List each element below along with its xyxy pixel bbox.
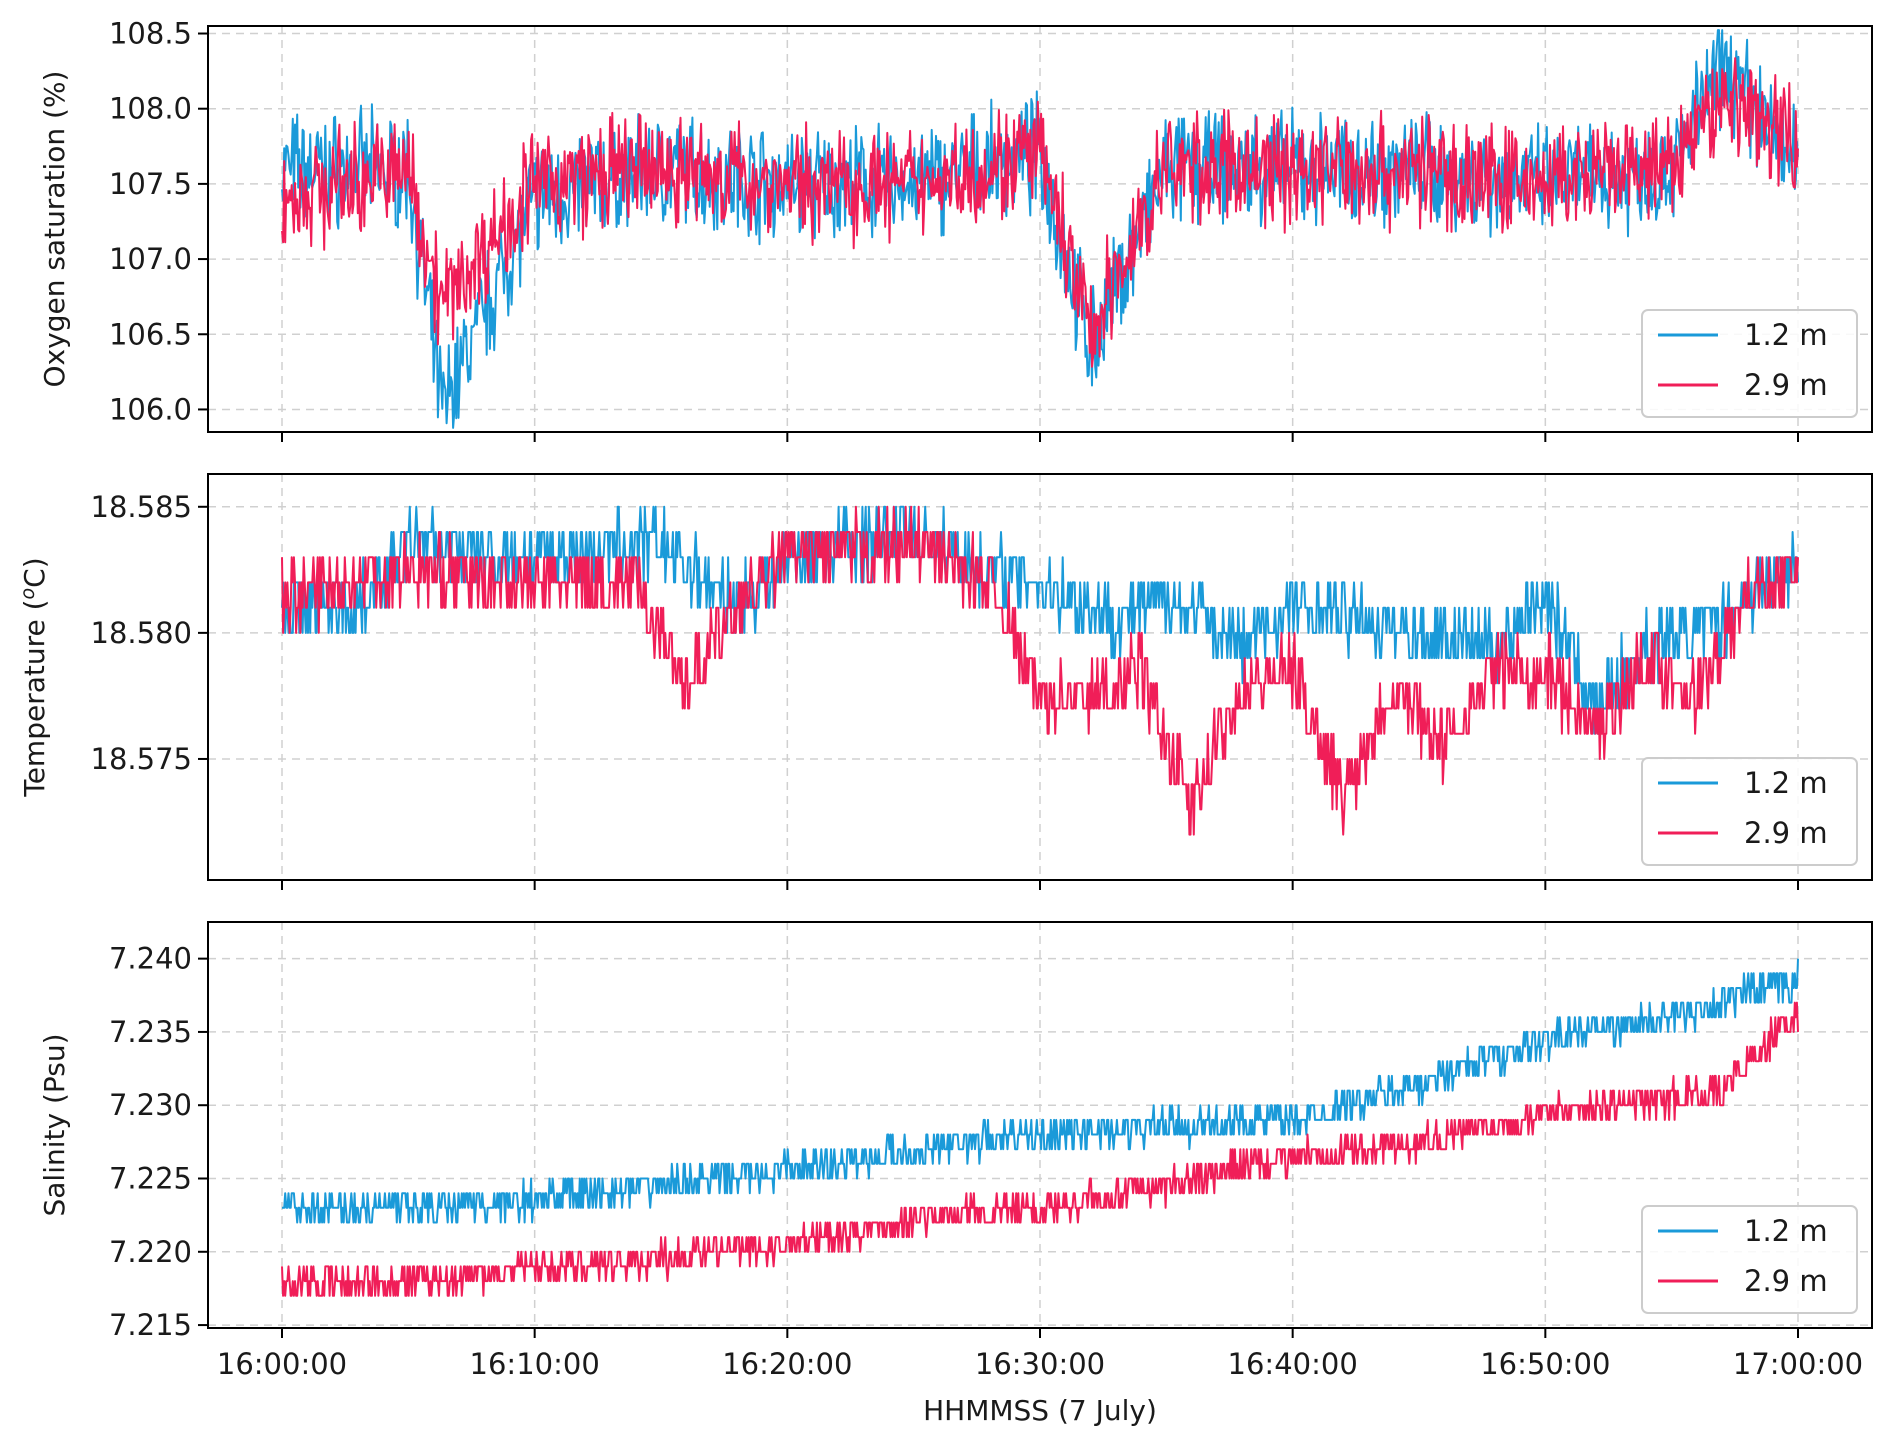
series-oxygen — [281, 29, 1799, 429]
series-temperature — [281, 505, 1799, 836]
xticks-temperature — [281, 880, 1799, 890]
xtick-label: 16:30:00 — [975, 1347, 1105, 1381]
ylabel-superscript: o — [17, 588, 39, 600]
legend-frame — [1641, 757, 1858, 866]
panel-oxygen: 106.0 106.5 107.0 107.5 108.0 108.5 Oxygen sa… — [38, 17, 1873, 442]
panel-temperature: 18.575 18.580 18.585 Temperature (oC) 1.2 … — [17, 473, 1873, 890]
legend-label-1.2m: 1.2 m — [1744, 1214, 1828, 1248]
legend-label-2.9m: 2.9 m — [1744, 816, 1828, 850]
ytick-label: 7.220 — [109, 1235, 192, 1269]
ytick-label: 108.0 — [109, 92, 192, 126]
series-salinity — [281, 958, 1799, 1297]
series-line-1.2m — [281, 505, 1799, 735]
legend-label-2.9m: 2.9 m — [1744, 1264, 1828, 1298]
xticks-salinity: 16:00:00 16:10:00 16:20:00 16:30:00 16:40:00… — [217, 1328, 1863, 1381]
ytick-label: 18.585 — [91, 490, 192, 524]
legend-label-2.9m: 2.9 m — [1744, 368, 1828, 402]
xtick-label: 16:00:00 — [217, 1347, 347, 1381]
ytick-label: 106.0 — [109, 392, 192, 426]
ylabel-oxygen: Oxygen saturation (%) — [38, 71, 71, 388]
ytick-label: 7.240 — [109, 942, 192, 976]
series-line-1.2m — [282, 958, 1799, 1224]
legend-label-1.2m: 1.2 m — [1744, 766, 1828, 800]
series-line-2.9m — [281, 1001, 1799, 1297]
ytick-label: 106.5 — [109, 317, 192, 351]
legend-frame — [1641, 1205, 1858, 1314]
ytick-label: 107.5 — [109, 167, 192, 201]
ytick-label: 7.235 — [109, 1015, 192, 1049]
ytick-label: 7.225 — [109, 1161, 192, 1195]
ytick-label: 18.580 — [91, 616, 192, 650]
legend-label-1.2m: 1.2 m — [1744, 318, 1828, 352]
legend-salinity: 1.2 m 2.9 m — [1641, 1205, 1858, 1314]
ytick-label: 7.230 — [109, 1088, 192, 1122]
legend-frame — [1641, 309, 1858, 418]
xtick-label: 16:50:00 — [1480, 1347, 1610, 1381]
xtick-label: 16:40:00 — [1228, 1347, 1358, 1381]
yticks-temperature: 18.575 18.580 18.585 — [91, 490, 208, 776]
ytick-label: 18.575 — [91, 742, 192, 776]
legend-oxygen: 1.2 m 2.9 m — [1641, 309, 1858, 418]
xlabel: HHMMSS (7 July) — [923, 1394, 1157, 1427]
xtick-label: 16:10:00 — [470, 1347, 600, 1381]
grid-salinity — [208, 922, 1872, 1328]
xtick-label: 16:20:00 — [722, 1347, 852, 1381]
ylabel-temperature: Temperature (oC) — [17, 557, 51, 797]
yticks-oxygen: 106.0 106.5 107.0 107.5 108.0 108.5 — [109, 17, 208, 426]
ytick-label: 7.215 — [109, 1308, 192, 1342]
legend-temperature: 1.2 m 2.9 m — [1641, 757, 1858, 866]
grid-temperature — [208, 474, 1872, 880]
series-line-2.9m — [281, 505, 1799, 836]
ylabel-suffix: C) — [18, 557, 51, 587]
ylabel-salinity: Salinity (Psu) — [38, 1033, 71, 1216]
xticks-oxygen — [281, 432, 1799, 442]
xtick-label: 17:00:00 — [1733, 1347, 1863, 1381]
ytick-label: 107.0 — [109, 242, 192, 276]
series-line-2.9m — [281, 57, 1799, 368]
ytick-label: 108.5 — [109, 17, 192, 51]
yticks-salinity: 7.215 7.220 7.225 7.230 7.235 7.240 — [109, 942, 208, 1342]
